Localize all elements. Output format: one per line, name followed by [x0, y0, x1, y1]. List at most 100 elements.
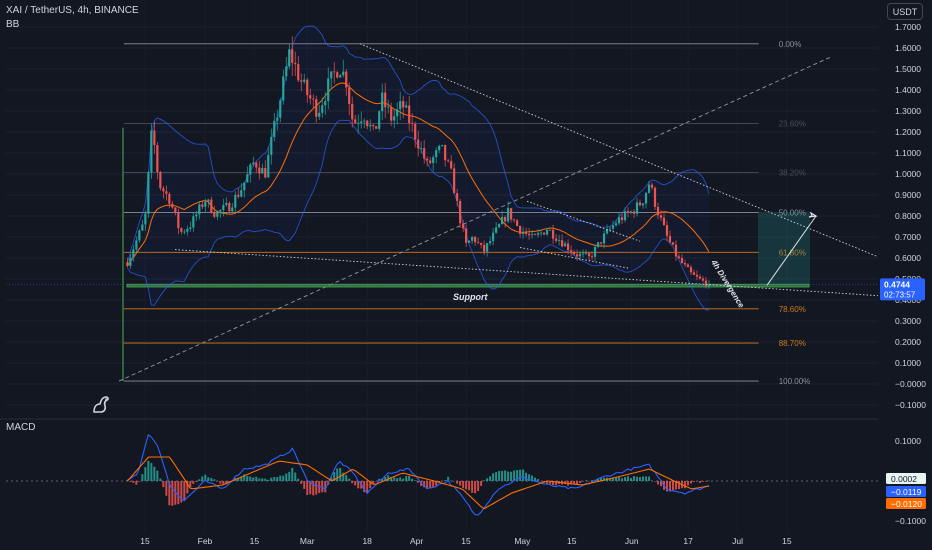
candle[interactable] [303, 73, 306, 84]
candle[interactable] [435, 147, 438, 164]
candle[interactable] [429, 156, 432, 165]
candle[interactable] [602, 229, 606, 249]
candle[interactable] [414, 121, 417, 148]
candle[interactable] [638, 199, 642, 207]
candle[interactable] [599, 242, 603, 247]
candle[interactable] [315, 95, 318, 123]
candle[interactable] [309, 88, 312, 105]
channel-line-top[interactable] [526, 200, 641, 242]
candle[interactable] [566, 239, 570, 255]
candle[interactable] [189, 221, 192, 232]
candle[interactable] [207, 198, 210, 208]
candle[interactable] [596, 242, 600, 249]
symbol-title[interactable]: XAI / TetherUS, 4h, BINANCE [6, 5, 139, 16]
candle[interactable] [198, 201, 201, 220]
candle[interactable] [438, 144, 441, 154]
candle[interactable] [441, 144, 444, 148]
candle[interactable] [354, 114, 357, 124]
candle[interactable] [321, 97, 324, 118]
candle[interactable] [156, 142, 159, 180]
candle[interactable] [483, 240, 486, 256]
candle[interactable] [554, 234, 558, 243]
candle[interactable] [318, 104, 321, 120]
candle[interactable] [686, 263, 690, 268]
candle[interactable] [138, 229, 141, 243]
bb-basis[interactable] [126, 82, 710, 267]
candle[interactable] [384, 82, 387, 119]
fib-trend-dashed-line[interactable] [118, 55, 833, 382]
candle[interactable] [180, 227, 183, 235]
candle[interactable] [363, 118, 366, 129]
candle[interactable] [462, 219, 465, 233]
candle[interactable] [501, 210, 504, 225]
candle[interactable] [288, 43, 291, 70]
candle[interactable] [623, 207, 627, 223]
long-position-box[interactable] [758, 211, 810, 285]
projection-arrow[interactable] [766, 215, 817, 286]
candle[interactable] [611, 220, 615, 232]
candle[interactable] [626, 207, 630, 218]
candle[interactable] [264, 160, 267, 179]
candle[interactable] [267, 146, 270, 178]
candle[interactable] [471, 235, 474, 245]
candle[interactable] [557, 234, 561, 246]
candle[interactable] [411, 113, 414, 133]
candle[interactable] [357, 114, 360, 134]
candle[interactable] [231, 202, 234, 213]
candle[interactable] [545, 227, 549, 236]
candle[interactable] [560, 234, 564, 248]
candle[interactable] [644, 192, 648, 209]
candle[interactable] [674, 240, 678, 262]
candle[interactable] [201, 200, 204, 210]
candle[interactable] [680, 254, 684, 264]
candle[interactable] [222, 198, 225, 217]
candle[interactable] [513, 218, 516, 223]
candle[interactable] [378, 110, 381, 132]
candle[interactable] [620, 213, 624, 224]
candle[interactable] [369, 119, 372, 132]
candle[interactable] [381, 83, 384, 121]
candle[interactable] [420, 141, 423, 154]
candle[interactable] [375, 126, 378, 129]
candle[interactable] [492, 227, 495, 246]
candle[interactable] [246, 166, 249, 183]
candle[interactable] [417, 130, 420, 157]
candle[interactable] [677, 253, 681, 260]
macd-indicator-label[interactable]: MACD [6, 422, 36, 433]
candle[interactable] [270, 128, 273, 165]
candle[interactable] [327, 67, 330, 110]
candle[interactable] [593, 244, 597, 262]
macd-histogram-tag[interactable] [886, 473, 926, 484]
candle[interactable] [578, 251, 582, 261]
candle[interactable] [306, 77, 309, 103]
candle[interactable] [261, 163, 264, 174]
candle[interactable] [177, 208, 180, 235]
channel-line-bottom[interactable] [519, 247, 631, 269]
candle[interactable] [240, 183, 243, 198]
candle[interactable] [426, 156, 429, 167]
candle[interactable] [255, 160, 258, 173]
candle[interactable] [662, 213, 666, 226]
candle[interactable] [474, 235, 477, 246]
candle[interactable] [312, 94, 315, 108]
candle[interactable] [210, 196, 213, 214]
candle[interactable] [324, 92, 327, 115]
candle[interactable] [141, 219, 144, 231]
candle[interactable] [273, 112, 276, 142]
candle[interactable] [360, 111, 363, 129]
candle[interactable] [695, 270, 699, 281]
candle[interactable] [641, 203, 645, 209]
candle[interactable] [572, 249, 576, 256]
candle[interactable] [213, 205, 216, 219]
candle[interactable] [515, 218, 519, 227]
candle[interactable] [527, 228, 531, 240]
candle[interactable] [575, 249, 579, 261]
candle[interactable] [477, 237, 480, 245]
candle[interactable] [590, 251, 594, 261]
candle[interactable] [183, 229, 186, 235]
candle[interactable] [480, 242, 483, 249]
candle[interactable] [237, 188, 240, 199]
last-price-tag[interactable] [880, 278, 925, 301]
candle[interactable] [510, 207, 513, 223]
